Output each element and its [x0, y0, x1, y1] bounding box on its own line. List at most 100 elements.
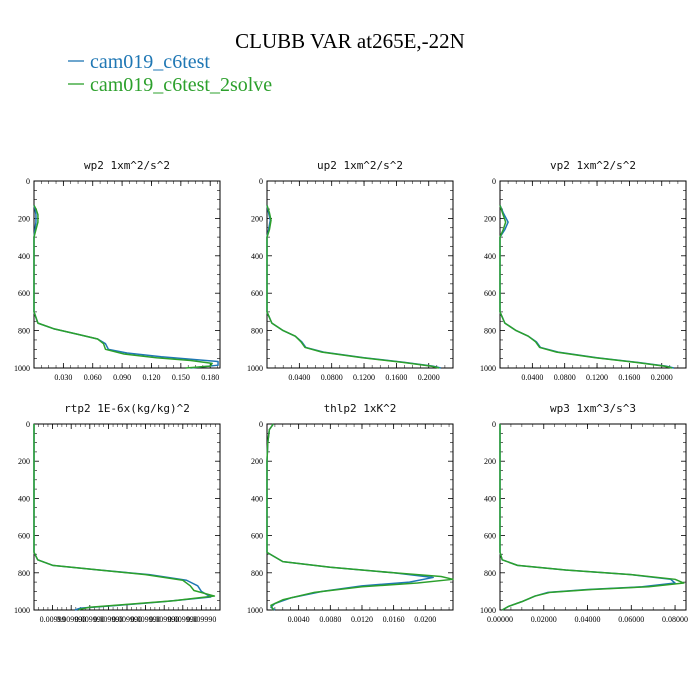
y-tick-label: 800 [484, 569, 496, 578]
y-tick-label: 600 [251, 289, 263, 298]
y-tick-label: 200 [251, 214, 263, 223]
plot-frame [33, 423, 221, 611]
x-tick-label: 0.090 [113, 373, 131, 382]
y-tick-label: 0 [259, 177, 263, 186]
series-line-c6test [266, 205, 442, 369]
series-line-c6test-2solve [266, 423, 454, 611]
x-tick-label: 0.009990 [75, 615, 105, 624]
series-line-c6test [266, 423, 434, 611]
x-tick-label: 0.0800 [321, 373, 343, 382]
panel-title: thlp2 1xK^2 [324, 402, 397, 415]
series-line-c6test [499, 205, 675, 369]
series-line-c6test-2solve [499, 424, 685, 611]
y-tick-label: 600 [251, 532, 263, 541]
y-tick-label: 200 [251, 457, 263, 466]
series-line-c6test-2solve [33, 424, 216, 611]
x-tick-label: 0.2000 [651, 373, 673, 382]
x-tick-label: 0.009990 [112, 615, 142, 624]
x-tick-label: 0.0200 [414, 615, 436, 624]
x-tick-label: 0.009990 [131, 615, 161, 624]
figure-title: CLUBB VAR at265E,-22N [235, 29, 465, 53]
series-line-c6test [499, 424, 676, 611]
y-tick-label: 200 [18, 457, 30, 466]
y-tick-label: 1000 [14, 364, 30, 373]
x-tick-label: 0.04000 [575, 615, 601, 624]
y-tick-label: 1000 [247, 606, 263, 615]
series-line-c6test-2solve [499, 205, 673, 369]
x-tick-label: 0.1600 [385, 373, 407, 382]
y-tick-label: 0 [492, 177, 496, 186]
y-tick-label: 200 [18, 214, 30, 223]
y-tick-label: 1000 [247, 364, 263, 373]
panels: wp2 1xm^2/s^2 0 200 400 600 800 1000 0.030 0.060… [14, 159, 688, 624]
y-tick-label: 400 [484, 252, 496, 261]
x-tick-label: 0.1600 [618, 373, 640, 382]
x-tick-label: 0.1200 [586, 373, 608, 382]
x-tick-label: 0.009990 [93, 615, 123, 624]
series-line-c6test [33, 205, 219, 369]
x-tick-label: 0.00000 [487, 615, 513, 624]
plot-frame [499, 423, 687, 611]
x-tick-label: 0.180 [201, 373, 219, 382]
y-tick-label: 200 [484, 457, 496, 466]
legend-label-1: cam019_c6test [90, 51, 210, 73]
y-tick-label: 1000 [480, 364, 496, 373]
x-tick-label: 0.120 [142, 373, 160, 382]
x-tick-label: 0.1200 [353, 373, 375, 382]
y-tick-label: 600 [484, 289, 496, 298]
y-tick-label: 600 [18, 289, 30, 298]
panel-5: thlp2 1xK^2 0 200 400 600 800 1000 0.0040 0.0080… [247, 402, 454, 624]
x-tick-label: 0.08000 [662, 615, 688, 624]
series-line-c6test-2solve [33, 204, 213, 369]
x-tick-label: 0.00999 [40, 615, 66, 624]
x-tick-label: 0.0160 [383, 615, 405, 624]
y-tick-label: 200 [484, 214, 496, 223]
y-tick-label: 800 [484, 327, 496, 336]
y-tick-label: 400 [18, 252, 30, 261]
x-tick-label: 0.060 [84, 373, 102, 382]
plot-frame [266, 180, 454, 369]
y-tick-label: 400 [18, 494, 30, 503]
panel-3: vp2 1xm^2/s^2 0 200 400 600 800 1000 0.0400 0.08… [480, 159, 687, 382]
y-tick-label: 0 [259, 420, 263, 429]
y-tick-label: 600 [484, 532, 496, 541]
panel-4: rtp2 1E-6x(kg/kg)^2 0 200 400 600 800 1000 0.00… [14, 402, 221, 624]
legend: cam019_c6test cam019_c6test_2solve [68, 51, 272, 96]
y-tick-label: 400 [251, 252, 263, 261]
y-tick-label: 800 [18, 327, 30, 336]
x-tick-label: 0.0040 [288, 615, 310, 624]
x-tick-label: 0.06000 [618, 615, 644, 624]
y-tick-label: 600 [18, 532, 30, 541]
x-tick-label: 0.0400 [521, 373, 543, 382]
y-tick-label: 1000 [480, 606, 496, 615]
plot-frame [33, 180, 221, 369]
x-tick-label: 0.0080 [319, 615, 341, 624]
panel-title: wp3 1xm^3/s^3 [550, 402, 636, 415]
x-tick-label: 0.009990 [168, 615, 198, 624]
y-tick-label: 0 [492, 420, 496, 429]
y-tick-label: 1000 [14, 606, 30, 615]
series-line-c6test-2solve [266, 205, 440, 369]
panel-title: rtp2 1E-6x(kg/kg)^2 [64, 402, 190, 415]
x-tick-label: 0.2000 [418, 373, 440, 382]
x-tick-label: 0.0400 [288, 373, 310, 382]
panel-title: up2 1xm^2/s^2 [317, 159, 403, 172]
panel-title: vp2 1xm^2/s^2 [550, 159, 636, 172]
y-tick-label: 0 [26, 177, 30, 186]
x-tick-label: 0.0120 [351, 615, 373, 624]
x-tick-label: 0.009990 [186, 615, 216, 624]
panel-1: wp2 1xm^2/s^2 0 200 400 600 800 1000 0.030 0.060… [14, 159, 221, 382]
y-tick-label: 0 [26, 420, 30, 429]
legend-label-2: cam019_c6test_2solve [90, 74, 272, 96]
x-tick-label: 0.030 [54, 373, 72, 382]
x-tick-label: 0.150 [172, 373, 190, 382]
y-tick-label: 800 [18, 569, 30, 578]
panel-title: wp2 1xm^2/s^2 [84, 159, 170, 172]
y-tick-label: 400 [251, 494, 263, 503]
y-tick-label: 800 [251, 569, 263, 578]
x-tick-label: 0.009990 [149, 615, 179, 624]
x-tick-label: 0.0800 [554, 373, 576, 382]
y-tick-label: 800 [251, 327, 263, 336]
